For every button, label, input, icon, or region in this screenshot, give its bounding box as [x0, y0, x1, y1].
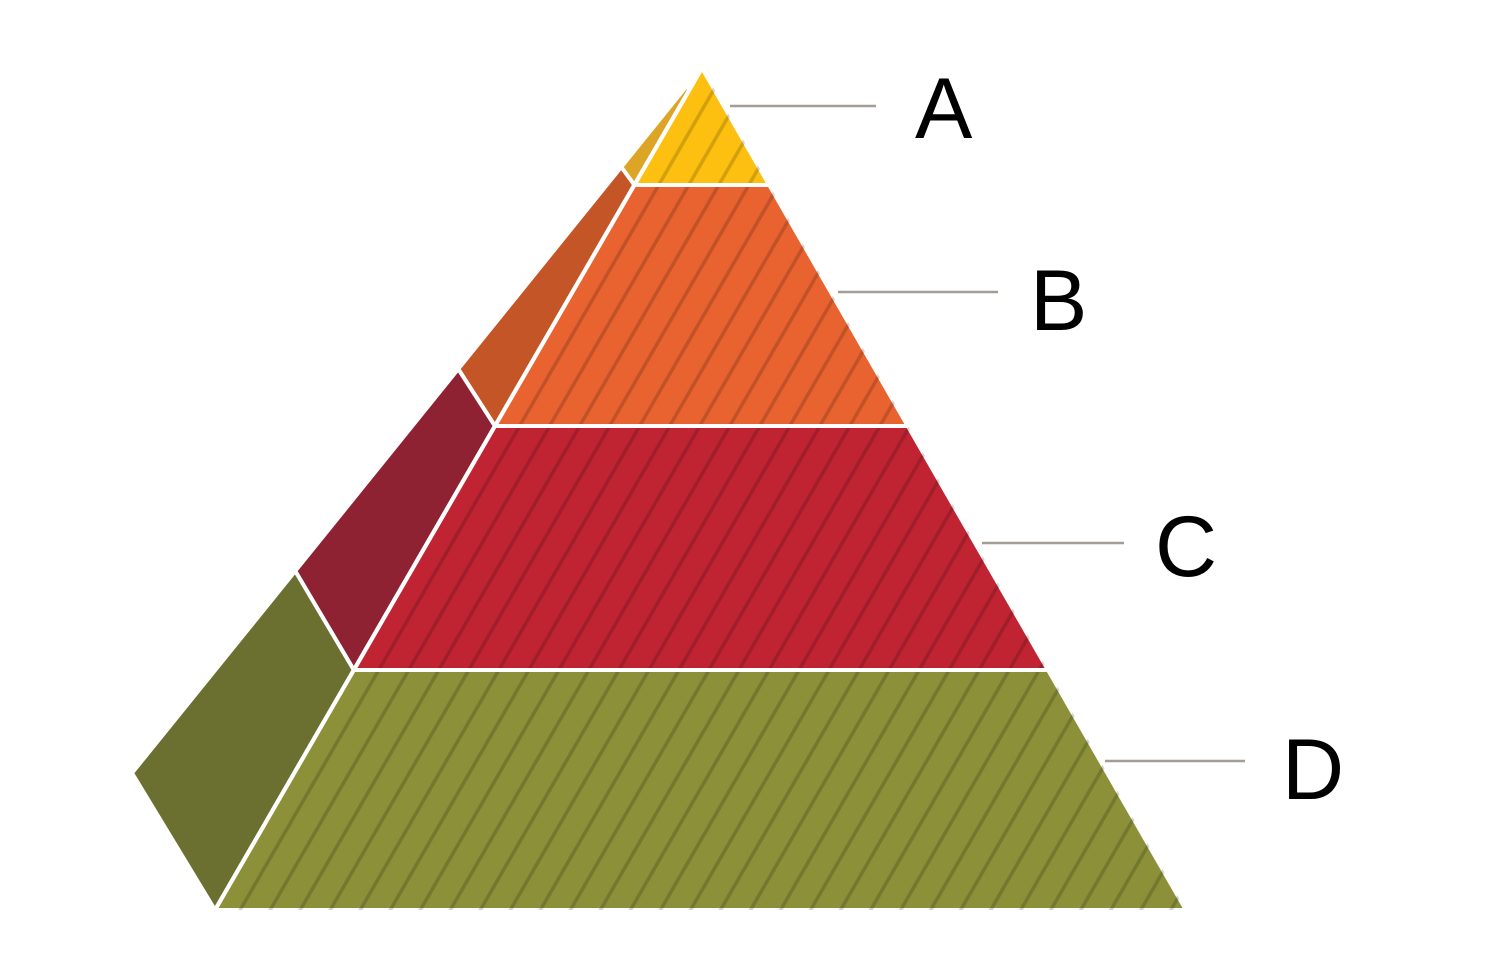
level-label-d: D	[1282, 722, 1344, 818]
front-side-edge	[213, 80, 696, 912]
hatch-overlay-c	[353, 426, 1049, 670]
level-label-c: C	[1155, 499, 1217, 595]
level-label-a: A	[915, 61, 973, 157]
pyramid-labels: A B C D	[730, 61, 1344, 818]
hatch-overlay-a	[634, 68, 770, 185]
pyramid-front-faces	[213, 66, 1188, 912]
level-label-b: B	[1030, 253, 1087, 349]
hatch-overlay-b	[494, 185, 908, 426]
hatch-overlay-d	[215, 670, 1186, 910]
pyramid-side-faces	[130, 84, 694, 912]
